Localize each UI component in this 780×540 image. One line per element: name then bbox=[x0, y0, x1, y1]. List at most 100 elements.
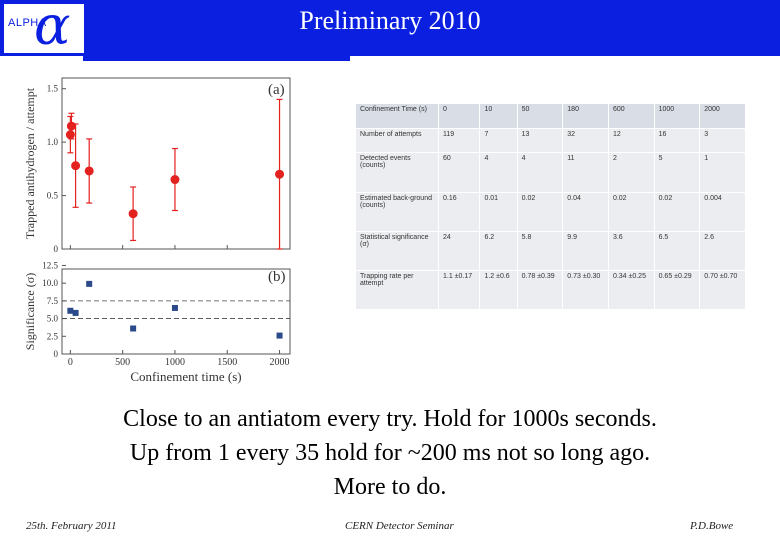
panel-b-label: (b) bbox=[268, 269, 286, 285]
table-cell: 2000 bbox=[699, 103, 746, 129]
table-cell: 2.6 bbox=[699, 230, 746, 271]
x-axis-label: Confinement time (s) bbox=[130, 369, 241, 384]
table-row-label: Statistical significance (σ) bbox=[355, 230, 439, 271]
footer-event: CERN Detector Seminar bbox=[345, 520, 454, 532]
x-tick-label: 2000 bbox=[270, 357, 290, 368]
table-cell: 7 bbox=[479, 127, 518, 154]
y-axis-label-b: Significance (σ) bbox=[23, 273, 37, 350]
table-cell: 1.1 ±0.17 bbox=[437, 269, 481, 311]
table-cell: 0.01 bbox=[479, 191, 518, 232]
footer-author: P.D.Bowe bbox=[690, 520, 734, 532]
y-tick-label-b: 12.5 bbox=[42, 260, 58, 270]
table-row-label: Detected events (counts) bbox=[355, 152, 439, 193]
x-tick-label: 1000 bbox=[165, 357, 185, 368]
table-cell: 3.6 bbox=[607, 230, 655, 271]
x-tick-label: 500 bbox=[115, 357, 130, 368]
table-header-row: Confinement Time (s) 0 10 50 180 600 1000 2000 bbox=[355, 103, 746, 129]
y-tick-label-a: 0 bbox=[54, 244, 59, 254]
y-tick-label-b: 0 bbox=[54, 349, 59, 359]
table-row: Estimated back-ground (counts) 0.16 0.01 0.… bbox=[355, 191, 746, 232]
y-tick-label-a: 0.5 bbox=[47, 191, 59, 201]
table-cell: 12 bbox=[607, 127, 655, 154]
table-cell: 50 bbox=[516, 103, 564, 129]
table-cell: 4 bbox=[479, 152, 518, 193]
panel-a-label: (a) bbox=[268, 82, 285, 98]
table-row: Statistical significance (σ) 24 6.2 5.8 9.9 3… bbox=[355, 230, 746, 271]
table-cell: 9.9 bbox=[562, 230, 609, 271]
y-tick-label-b: 5.0 bbox=[47, 314, 59, 324]
table-row: Trapping rate per attempt 1.1 ±0.17 1.2 ±0… bbox=[355, 269, 746, 311]
significance-point bbox=[276, 332, 283, 339]
table-cell: 0.78 ±0.39 bbox=[516, 269, 564, 311]
x-tick-label: 0 bbox=[68, 357, 73, 368]
table-cell: 0 bbox=[437, 103, 481, 129]
table-cell: 24 bbox=[437, 230, 481, 271]
results-table-grid: Confinement Time (s) 0 10 50 180 600 1000 2000 N… bbox=[355, 103, 746, 311]
table-cell: 2 bbox=[607, 152, 655, 193]
table-row-label: Confinement Time (s) bbox=[355, 103, 439, 129]
y-tick-label-b: 2.5 bbox=[47, 331, 59, 341]
table-row: Detected events (counts) 60 4 4 11 2 5 1 bbox=[355, 152, 746, 193]
trapping-plot-svg: (a) (b) 0 0.5 1.0 1.5 0 2.5 5.0 7.5 10.0 12.5 0 500 10… bbox=[23, 77, 291, 384]
table-cell: 1.2 ±0.6 bbox=[479, 269, 518, 311]
table-cell: 16 bbox=[653, 127, 701, 154]
body-line-1: Close to an antiatom every try. Hold for… bbox=[123, 406, 657, 432]
table-row-label: Number of attempts bbox=[355, 127, 439, 154]
alpha-symbol: α bbox=[34, 0, 71, 57]
table-cell: 0.16 bbox=[437, 191, 481, 232]
table-cell: 0.34 ±0.25 bbox=[607, 269, 655, 311]
table-cell: 0.65 ±0.29 bbox=[653, 269, 701, 311]
trapping-rate-point bbox=[275, 169, 285, 179]
significance-point bbox=[86, 280, 93, 287]
table-cell: 13 bbox=[516, 127, 564, 154]
table-cell: 0.04 bbox=[562, 191, 609, 232]
significance-point bbox=[72, 309, 79, 316]
table-row-label: Estimated back-ground (counts) bbox=[355, 191, 439, 232]
table-cell: 0.004 bbox=[699, 191, 746, 232]
table-cell: 6.2 bbox=[479, 230, 518, 271]
trapping-plot: (a) (b) 0 0.5 1.0 1.5 0 2.5 5.0 7.5 10.0 12.5 0 500 10… bbox=[18, 66, 300, 388]
y-axis-label-a: Trapped antihydrogen / attempt bbox=[23, 87, 37, 239]
table-cell: 32 bbox=[562, 127, 609, 154]
y-tick-label-b: 7.5 bbox=[47, 296, 59, 306]
table-cell: 6.5 bbox=[653, 230, 701, 271]
significance-point bbox=[171, 304, 178, 311]
x-tick-label: 1500 bbox=[217, 357, 237, 368]
trapping-rate-point bbox=[170, 175, 180, 185]
table-cell: 0.70 ±0.70 bbox=[699, 269, 746, 311]
table-row: Number of attempts 119 7 13 32 12 16 3 bbox=[355, 127, 746, 154]
table-cell: 10 bbox=[479, 103, 518, 129]
trapping-rate-point bbox=[84, 166, 94, 176]
table-cell: 0.02 bbox=[653, 191, 701, 232]
footer-date: 25th. February 2011 bbox=[26, 520, 117, 532]
table-cell: 0.02 bbox=[516, 191, 564, 232]
table-cell: 119 bbox=[437, 127, 481, 154]
alpha-logo-text: ALPHA bbox=[8, 17, 47, 29]
table-cell: 3 bbox=[699, 127, 746, 154]
trapping-rate-point bbox=[66, 121, 76, 131]
table-row-label: Trapping rate per attempt bbox=[355, 269, 439, 311]
table-cell: 1000 bbox=[653, 103, 701, 129]
table-cell: 180 bbox=[562, 103, 609, 129]
table-cell: 0.73 ±0.30 bbox=[562, 269, 609, 311]
table-cell: 1 bbox=[699, 152, 746, 193]
y-tick-label-a: 1.5 bbox=[47, 84, 59, 94]
panel-b-frame bbox=[61, 268, 291, 355]
table-cell: 600 bbox=[607, 103, 655, 129]
table-cell: 11 bbox=[562, 152, 609, 193]
results-table: Confinement Time (s) 0 10 50 180 600 1000 2000 N… bbox=[355, 103, 746, 311]
table-cell: 0.02 bbox=[607, 191, 655, 232]
body-line-3: More to do. bbox=[333, 474, 447, 500]
body-line-2: Up from 1 every 35 hold for ~200 ms not … bbox=[129, 440, 651, 466]
significance-point bbox=[130, 325, 137, 332]
trapping-rate-point bbox=[71, 161, 81, 171]
table-cell: 5.8 bbox=[516, 230, 564, 271]
panel-a-frame bbox=[61, 77, 291, 250]
trapping-rate-point bbox=[65, 130, 75, 140]
y-tick-label-b: 10.0 bbox=[42, 278, 58, 288]
header-strip bbox=[83, 56, 350, 61]
slide-title: Preliminary 2010 bbox=[299, 6, 481, 35]
y-tick-label-a: 1.0 bbox=[47, 137, 59, 147]
alpha-logo: α ALPHA bbox=[3, 0, 85, 57]
table-cell: 5 bbox=[653, 152, 701, 193]
